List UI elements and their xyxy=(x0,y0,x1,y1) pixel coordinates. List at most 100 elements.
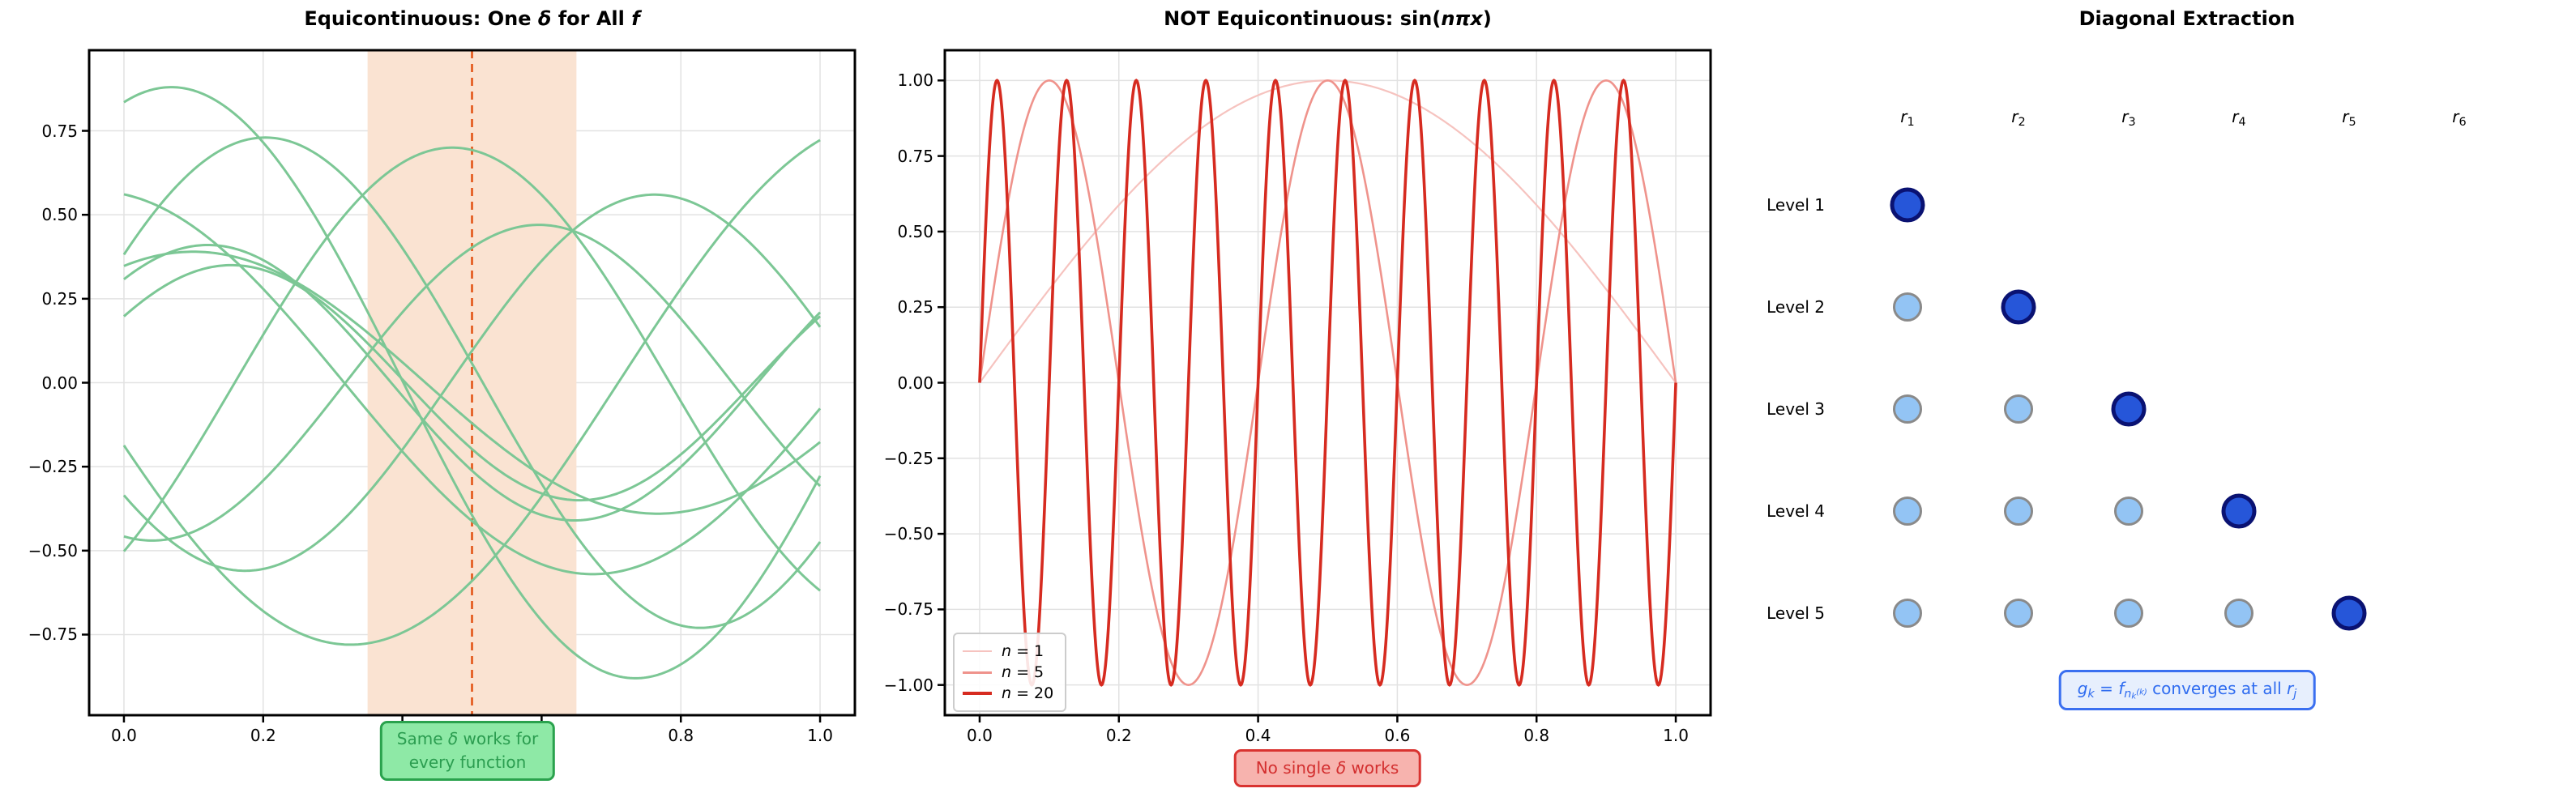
text-segment: Equicontinuous: One xyxy=(304,7,538,30)
text-segment: n xyxy=(1002,663,1012,681)
row-label-level-1: Level 1 xyxy=(1766,195,1825,215)
y-tick-label: 0.50 xyxy=(897,221,933,241)
diagonal-extraction-annotation: gk = fnk(k) converges at all rj xyxy=(2058,670,2316,710)
legend-label: n = 20 xyxy=(1002,684,1053,702)
y-tick-label: −1.00 xyxy=(883,675,933,695)
text-segment: 1 xyxy=(1907,116,1915,130)
annotation-line: Same δ works for xyxy=(397,727,538,751)
text-segment: converges at all xyxy=(2147,679,2288,698)
dot-level5-r4 xyxy=(2224,599,2253,628)
family-curve xyxy=(122,146,821,592)
x-tick-label: 0.4 xyxy=(1245,726,1271,745)
y-tick-label: 0.25 xyxy=(897,297,933,318)
text-segment: for All xyxy=(551,7,632,30)
selected-dot-level4-r4 xyxy=(2221,493,2257,529)
dot-level5-r1 xyxy=(1893,599,1922,628)
text-segment: sin( xyxy=(1399,7,1442,30)
x-tick-label: 1.0 xyxy=(1663,726,1689,745)
x-tick-label: 1.0 xyxy=(807,726,833,745)
x-tick-label: 0.8 xyxy=(1523,726,1550,745)
text-segment: 2 xyxy=(2018,116,2026,130)
legend-entry: n = 5 xyxy=(963,662,1053,683)
not-equicontinuous-title: NOT Equicontinuous: sin(nπx) xyxy=(945,5,1711,32)
y-tick-label: 0.25 xyxy=(41,288,78,309)
text-segment: = 1 xyxy=(1011,642,1044,660)
equicontinuous-title: Equicontinuous: One δ for All f xyxy=(89,5,855,32)
dot-level2-r1 xyxy=(1893,292,1922,322)
dot-level5-r3 xyxy=(2114,599,2143,628)
y-tick-label: 0.50 xyxy=(41,205,78,225)
dot-level3-r1 xyxy=(1893,394,1922,424)
legend-entry: n = 20 xyxy=(963,683,1053,704)
text-segment: ) xyxy=(1482,7,1492,30)
y-tick-label: 0.75 xyxy=(897,146,933,166)
text-segment: = 5 xyxy=(1011,663,1044,681)
family-curve xyxy=(122,139,821,646)
sine-curve-n5 xyxy=(978,79,1677,686)
panel-equicontinuous: Equicontinuous: One δ for All f Same δ w… xyxy=(0,0,859,797)
text-segment: k xyxy=(2087,688,2095,701)
y-tick-label: −0.75 xyxy=(883,599,933,620)
x-tick-label: 0.2 xyxy=(250,726,276,745)
y-tick-label: −0.25 xyxy=(883,448,933,468)
x-tick-label: 0.6 xyxy=(1384,726,1411,745)
text-segment: 6 xyxy=(2459,116,2467,130)
text-segment: g xyxy=(2077,679,2088,698)
text-segment: Same xyxy=(396,729,448,748)
row-label-level-2: Level 2 xyxy=(1766,297,1825,317)
column-header-r2: r2 xyxy=(2011,106,2026,130)
text-segment: Diagonal Extraction xyxy=(2078,7,2296,30)
family-curve xyxy=(123,243,822,522)
column-header-r1: r1 xyxy=(1900,106,1915,130)
column-header-r5: r5 xyxy=(2342,106,2356,130)
y-tick-label: 1.00 xyxy=(897,70,933,91)
dot-level4-r2 xyxy=(2004,497,2033,526)
x-tick-label: 0.0 xyxy=(967,726,993,745)
y-tick-label: 0.00 xyxy=(41,373,78,393)
diagonal-extraction-title: Diagonal Extraction xyxy=(1799,5,2575,32)
annotation-line: every function xyxy=(397,751,538,774)
text-segment: NOT Equicontinuous: xyxy=(1164,7,1400,30)
legend-label: n = 1 xyxy=(1002,642,1044,660)
text-segment: works xyxy=(1346,758,1399,778)
text-segment: = xyxy=(2094,679,2119,698)
text-segment: No single xyxy=(1255,758,1336,778)
legend-entry: n = 1 xyxy=(963,641,1053,662)
text-segment: r xyxy=(2452,107,2459,126)
not-equicontinuous-plot xyxy=(938,49,1712,722)
equicontinuous-plot xyxy=(82,49,857,722)
text-segment: = 20 xyxy=(1011,684,1054,702)
text-segment: r xyxy=(2011,107,2019,126)
dot-level4-r1 xyxy=(1893,497,1922,526)
column-header-r6: r6 xyxy=(2452,106,2467,130)
legend-line-sample xyxy=(963,650,992,653)
x-tick-label: 0.0 xyxy=(111,726,137,745)
text-segment: r xyxy=(2121,107,2129,126)
family-curve xyxy=(123,250,821,515)
text-segment: r xyxy=(2287,679,2294,698)
not-equicontinuous-annotation: No single δ works xyxy=(1233,749,1421,787)
text-segment: 4 xyxy=(2238,116,2246,130)
column-header-r4: r4 xyxy=(2232,106,2246,130)
text-segment: n xyxy=(2124,688,2132,701)
y-tick-label: 0.00 xyxy=(897,373,933,393)
row-label-level-5: Level 5 xyxy=(1766,603,1825,623)
y-tick-label: 0.75 xyxy=(41,121,78,141)
family-curve xyxy=(123,224,822,542)
family-curve xyxy=(122,136,822,629)
text-segment: f xyxy=(631,7,640,30)
text-segment: 3 xyxy=(2128,116,2136,130)
dot-level4-r3 xyxy=(2114,497,2143,526)
selected-dot-level2-r2 xyxy=(2001,289,2036,325)
text-segment: δ xyxy=(537,7,552,30)
text-segment: r xyxy=(2342,107,2349,126)
text-segment: r xyxy=(2232,107,2239,126)
text-segment: every function xyxy=(408,752,527,772)
text-segment: 5 xyxy=(2348,116,2356,130)
sine-curve-n20 xyxy=(978,79,1677,687)
selected-dot-level1-r1 xyxy=(1890,187,1925,223)
y-tick-label: −0.75 xyxy=(28,624,78,645)
